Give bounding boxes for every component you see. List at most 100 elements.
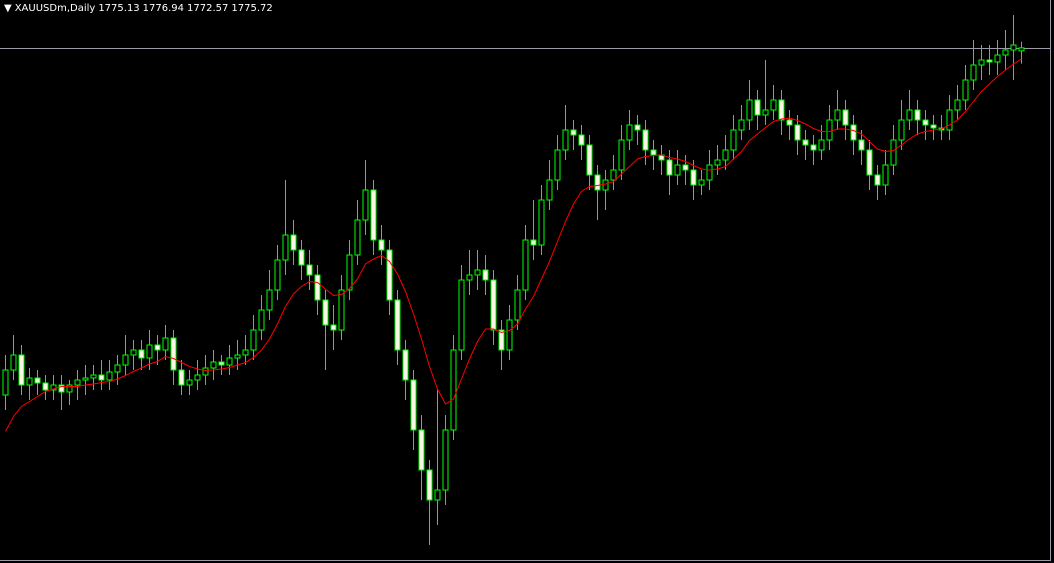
candle-body <box>858 139 865 151</box>
candle-body <box>2 369 9 396</box>
candle-body <box>746 99 753 121</box>
candle-body <box>514 289 521 321</box>
candle-body <box>530 239 537 246</box>
candle-body <box>386 249 393 301</box>
candle-body <box>34 377 41 384</box>
candle-body <box>842 109 849 126</box>
candle-body <box>810 144 817 151</box>
candle-body <box>202 367 209 376</box>
candle-body <box>226 357 233 366</box>
candle-body <box>978 59 985 66</box>
candle-body <box>370 189 377 241</box>
candle-body <box>26 377 33 386</box>
chart-header: ▼ XAUUSDm,Daily 1775.13 1776.94 1772.57 1775.… <box>4 3 276 15</box>
high-price: 1776.94 <box>142 3 185 14</box>
candle-body <box>914 109 921 121</box>
candle-body <box>882 164 889 186</box>
candle-body <box>402 349 409 381</box>
candle-body <box>890 139 897 166</box>
candle-body <box>818 139 825 151</box>
candle-body <box>610 169 617 181</box>
candle-body <box>122 354 129 366</box>
candle-body <box>146 344 153 359</box>
candle-body <box>626 124 633 141</box>
candle-body <box>90 374 97 379</box>
candle-body <box>266 289 273 311</box>
candle-body <box>618 139 625 171</box>
candle-body <box>154 344 161 351</box>
candle-body <box>282 234 289 261</box>
candle-body <box>250 329 257 351</box>
candle-body <box>506 319 513 351</box>
candle-body <box>162 337 169 351</box>
candle-body <box>138 349 145 359</box>
candle-body <box>490 279 497 331</box>
symbol: XAUUSDm,Daily <box>14 3 96 14</box>
close-price: 1775.72 <box>231 3 273 14</box>
candle-body <box>874 174 881 186</box>
candle-body <box>634 124 641 131</box>
candle-body <box>602 179 609 191</box>
candle-body <box>330 324 337 331</box>
candle-body <box>298 249 305 266</box>
open-price: 1775.13 <box>98 3 140 14</box>
candle-body <box>866 149 873 176</box>
candle-body <box>258 309 265 331</box>
candle-body <box>674 164 681 176</box>
candle-body <box>538 199 545 246</box>
candle-body <box>1002 49 1009 56</box>
candle-body <box>242 349 249 356</box>
candle-body <box>314 274 321 301</box>
candle-body <box>338 289 345 331</box>
candle-body <box>114 364 121 373</box>
candle-body <box>786 119 793 126</box>
candle-body <box>802 139 809 146</box>
candle-body <box>362 189 369 221</box>
candle-body <box>970 64 977 81</box>
candle-body <box>18 354 25 386</box>
candle-body <box>354 219 361 256</box>
candle-body <box>58 384 65 393</box>
candle-body <box>498 329 505 351</box>
candle-body <box>962 79 969 101</box>
candle-body <box>322 299 329 326</box>
candle-body <box>106 371 113 381</box>
candle-body <box>714 159 721 166</box>
candle-body <box>834 109 841 121</box>
candle-body <box>1018 47 1025 52</box>
candle-body <box>778 99 785 121</box>
candle-body <box>50 384 57 391</box>
candle-body <box>690 169 697 186</box>
candle-body <box>66 384 73 393</box>
candle-body <box>562 129 569 151</box>
candle-body <box>186 379 193 386</box>
candle-body <box>74 379 81 386</box>
candle-body <box>290 234 297 251</box>
candle-body <box>642 129 649 151</box>
candle-body <box>706 164 713 181</box>
candle-body <box>930 124 937 129</box>
candle-body <box>82 377 89 381</box>
candle-body <box>130 349 137 356</box>
candle-body <box>650 149 657 156</box>
candle-body <box>474 269 481 276</box>
menu-arrow[interactable]: ▼ <box>4 3 12 14</box>
candle-body <box>546 179 553 201</box>
candle-body <box>450 349 457 431</box>
candle-body <box>698 179 705 186</box>
candle-body <box>466 274 473 281</box>
candle-body <box>426 469 433 501</box>
candle-body <box>218 361 225 366</box>
moving-average <box>5 58 1022 432</box>
candle-body <box>946 109 953 131</box>
candle-body <box>178 369 185 386</box>
candle-body <box>826 119 833 141</box>
candle-body <box>898 119 905 141</box>
candle-body <box>410 379 417 431</box>
candle-body <box>458 279 465 351</box>
candle-body <box>434 489 441 501</box>
candle-body <box>850 124 857 141</box>
candle-body <box>922 119 929 126</box>
candle-body <box>306 264 313 276</box>
